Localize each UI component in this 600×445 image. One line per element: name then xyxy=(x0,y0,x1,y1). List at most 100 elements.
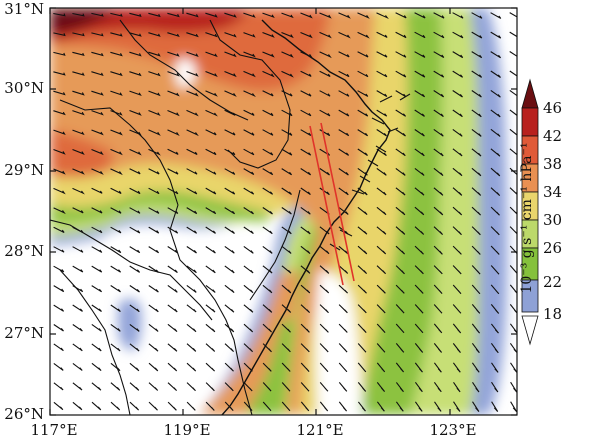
colorbar-bottom-arrow xyxy=(521,315,539,346)
wind-vector xyxy=(453,381,461,393)
wind-vector xyxy=(357,187,368,196)
wind-vector xyxy=(509,31,517,38)
wind-vector xyxy=(471,226,481,236)
wind-vector xyxy=(471,148,482,157)
wind-vector xyxy=(53,343,64,352)
wind-vector xyxy=(300,304,311,314)
wind-vector xyxy=(224,265,235,274)
wind-vector xyxy=(167,226,179,234)
wind-vector xyxy=(262,382,272,392)
wind-vector xyxy=(357,362,367,373)
wind-vector xyxy=(53,246,65,253)
wind-vector xyxy=(110,343,121,352)
wind-vector xyxy=(243,323,254,333)
wind-vector xyxy=(205,207,217,215)
colorbar-top-arrow xyxy=(521,78,539,109)
wind-vector xyxy=(53,110,66,116)
province-border-3 xyxy=(169,204,253,415)
wind-vector xyxy=(300,284,311,294)
wind-vector xyxy=(91,401,102,411)
wind-vector xyxy=(243,226,254,235)
wind-vector xyxy=(452,323,462,334)
wind-vector xyxy=(357,284,367,294)
wind-vector xyxy=(414,245,424,255)
wind-vector xyxy=(53,32,66,37)
wind-vector xyxy=(471,304,481,314)
wind-vector xyxy=(91,207,103,214)
wind-vector xyxy=(110,90,123,96)
wind-vector xyxy=(205,362,216,372)
wind-vector xyxy=(129,362,140,372)
wind-vector xyxy=(300,70,312,77)
wind-vector xyxy=(205,90,218,97)
wind-vector xyxy=(376,382,386,392)
colorbar-label-38: 38 xyxy=(543,155,563,173)
wind-vector xyxy=(53,51,66,56)
wind-vector xyxy=(452,70,464,78)
wind-vector xyxy=(91,187,103,194)
wind-vector xyxy=(319,245,330,255)
wind-vector xyxy=(395,343,405,353)
wind-vector xyxy=(53,362,64,371)
wind-vector xyxy=(91,285,103,293)
wind-vector xyxy=(72,246,84,253)
wind-vector xyxy=(490,109,501,118)
wind-vector xyxy=(91,71,104,76)
wind-vector xyxy=(376,31,388,38)
wind-vector xyxy=(72,187,85,195)
wind-vector xyxy=(186,226,198,234)
wind-vector xyxy=(148,401,158,411)
wind-vector xyxy=(319,51,332,59)
wind-vector xyxy=(452,187,463,196)
wind-vector xyxy=(338,284,349,294)
flux-band-green-south xyxy=(245,320,296,415)
axis-ticks xyxy=(49,7,517,416)
wind-vector xyxy=(357,206,368,216)
wind-vector xyxy=(300,265,311,274)
wind-vector xyxy=(490,148,501,157)
wind-vector xyxy=(490,70,501,78)
wind-vector xyxy=(376,323,386,333)
wind-vector xyxy=(262,129,274,136)
wind-vector xyxy=(281,343,291,353)
wind-vector xyxy=(53,148,66,155)
wind-vector xyxy=(72,343,83,352)
wind-vector xyxy=(129,32,142,37)
wind-vector xyxy=(471,284,481,295)
wind-vector xyxy=(167,284,178,293)
wind-vector xyxy=(338,401,348,412)
wind-vector xyxy=(167,187,179,195)
wind-vector xyxy=(186,207,198,215)
wind-vector xyxy=(300,148,312,156)
lat-label-26n: 26°N xyxy=(4,405,44,423)
wind-vector xyxy=(110,207,122,214)
wind-vector xyxy=(72,51,85,57)
wind-vector xyxy=(433,304,443,314)
wind-vector xyxy=(110,71,123,77)
wind-vector xyxy=(395,148,406,157)
wind-vector xyxy=(243,382,253,392)
wind-vector xyxy=(357,226,368,235)
wind-vector xyxy=(224,304,235,313)
wind-vector xyxy=(167,343,178,352)
wind-vector xyxy=(490,12,502,19)
wind-vector xyxy=(452,343,461,353)
wind-vector xyxy=(509,109,517,117)
wind-vector xyxy=(414,206,425,216)
wind-vector xyxy=(376,129,387,137)
wind-vector xyxy=(262,207,273,215)
wind-vector xyxy=(129,207,141,214)
wind-vector xyxy=(167,265,178,274)
wind-vector xyxy=(91,110,104,116)
wind-vector xyxy=(224,401,234,411)
colorbar-label-26: 26 xyxy=(543,239,563,257)
wind-vector xyxy=(91,265,103,273)
wind-vector xyxy=(490,187,501,197)
wind-vector xyxy=(490,265,500,275)
wind-vector xyxy=(376,343,386,353)
wind-vector xyxy=(433,90,445,98)
wind-vector xyxy=(72,207,84,214)
wind-vector xyxy=(376,362,386,373)
wind-vector xyxy=(395,129,406,137)
wind-vector xyxy=(167,207,179,214)
